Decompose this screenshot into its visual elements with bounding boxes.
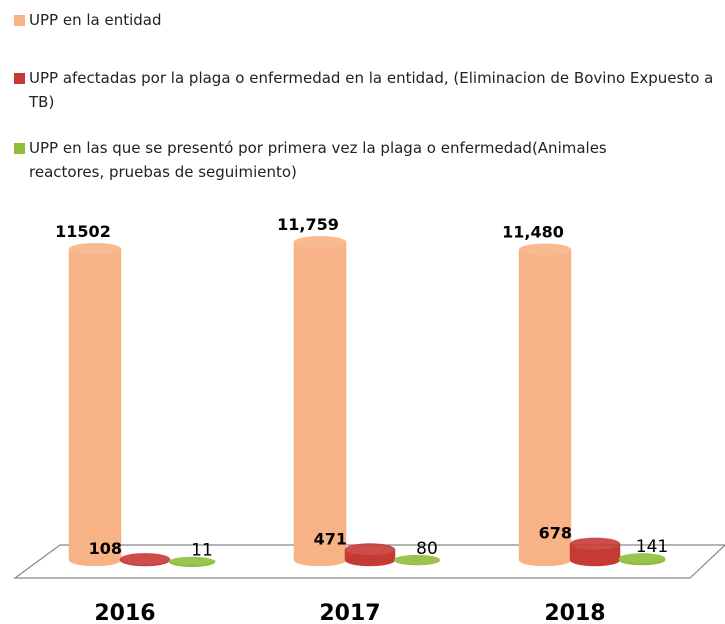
value-label: 678 — [539, 524, 572, 543]
legend-item: UPP en las que se presentó por primera v… — [14, 136, 609, 184]
legend: UPP en la entidad UPP afectadas por la pl… — [14, 8, 725, 206]
legend-label: UPP afectadas por la plaga o enfermedad … — [29, 69, 714, 111]
value-label: 11,759 — [277, 215, 339, 234]
bar-top — [345, 543, 395, 556]
bar-top — [570, 537, 620, 550]
value-label: 471 — [314, 529, 347, 548]
bar — [518, 249, 572, 567]
bar-top — [394, 554, 440, 565]
value-label: 11502 — [55, 222, 111, 241]
legend-item: UPP afectadas por la plaga o enfermedad … — [14, 66, 725, 114]
legend-label: UPP en las que se presentó por primera v… — [29, 139, 607, 181]
bar — [293, 241, 347, 567]
legend-swatch — [14, 73, 25, 84]
value-label: 11,480 — [502, 223, 564, 242]
x-tick-label: 2016 — [94, 601, 155, 624]
x-tick-label: 2017 — [319, 601, 380, 624]
legend-item: UPP en la entidad — [14, 8, 629, 32]
value-label: 141 — [636, 537, 668, 557]
value-label: 108 — [89, 539, 122, 558]
bar-top — [120, 553, 170, 566]
bar-top — [294, 236, 346, 248]
bar-top — [519, 243, 571, 256]
value-label: 80 — [416, 539, 438, 559]
x-tick-label: 2018 — [544, 601, 605, 624]
legend-swatch — [14, 15, 25, 26]
legend-swatch — [14, 143, 25, 154]
value-label: 11 — [191, 541, 213, 561]
bar — [68, 248, 122, 567]
bar-top — [169, 556, 215, 567]
legend-label: UPP en la entidad — [29, 11, 162, 29]
bar-top — [69, 242, 121, 255]
bar-top — [619, 553, 665, 564]
